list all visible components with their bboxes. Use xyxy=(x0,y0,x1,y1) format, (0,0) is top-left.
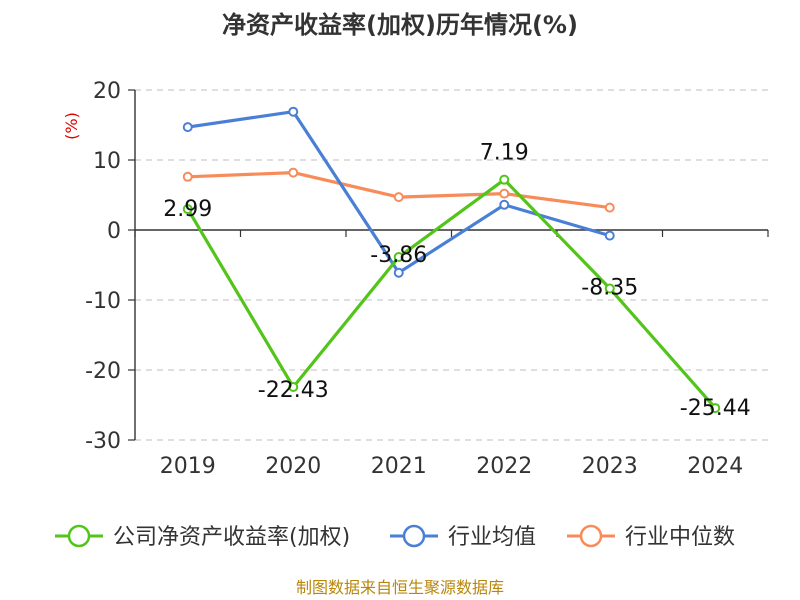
y-tick-label: 20 xyxy=(93,79,121,104)
data-labels: 2.99 -22.43 -3.86 7.19 -8.35 -25.44 xyxy=(163,141,750,421)
data-label: -3.86 xyxy=(370,243,427,268)
y-tick-labels: 20 10 0 -10 -20 -30 xyxy=(85,79,121,454)
x-tick-label: 2021 xyxy=(371,454,427,479)
data-point xyxy=(499,174,510,185)
gridlines xyxy=(135,89,768,441)
y-tick-label: -20 xyxy=(85,359,121,384)
data-point xyxy=(182,204,193,215)
data-label: -8.35 xyxy=(581,275,638,300)
y-tick-label: 0 xyxy=(107,219,121,244)
y-tick-label: -30 xyxy=(85,429,121,454)
x-tick-labels: 2019 2020 2021 2022 2023 2024 xyxy=(160,454,744,479)
legend-label: 行业均值 xyxy=(448,525,536,550)
legend: 公司净资产收益率(加权) 行业均值 行业中位数 xyxy=(55,524,735,550)
legend-marker xyxy=(67,524,91,548)
legend-item[interactable]: 行业中位数 xyxy=(567,524,735,550)
data-point xyxy=(393,267,404,278)
data-point xyxy=(393,192,404,203)
data-point xyxy=(288,382,299,393)
x-tick-label: 2019 xyxy=(160,454,216,479)
x-tick-label: 2024 xyxy=(687,454,743,479)
data-point xyxy=(288,106,299,117)
x-tick-label: 2020 xyxy=(265,454,321,479)
data-point xyxy=(393,252,404,263)
y-tick-label: 10 xyxy=(93,149,121,174)
series-line xyxy=(187,171,611,210)
axes xyxy=(128,89,769,441)
legend-item[interactable]: 行业均值 xyxy=(390,524,536,550)
data-point xyxy=(710,403,721,414)
series-layer xyxy=(182,106,721,414)
data-point xyxy=(499,188,510,199)
data-point xyxy=(182,122,193,133)
x-tick-label: 2023 xyxy=(582,454,638,479)
data-label: -25.44 xyxy=(680,396,751,421)
source-note: 制图数据来自恒生聚源数据库 xyxy=(296,578,504,597)
data-point xyxy=(288,167,299,178)
chart-title: 净资产收益率(加权)历年情况(%) xyxy=(222,11,578,39)
data-label: 2.99 xyxy=(163,197,212,222)
legend-label: 行业中位数 xyxy=(625,525,735,550)
data-point xyxy=(604,230,615,241)
legend-label: 公司净资产收益率(加权) xyxy=(113,525,350,550)
legend-marker xyxy=(402,524,426,548)
legend-item[interactable]: 公司净资产收益率(加权) xyxy=(55,524,350,550)
data-point xyxy=(604,283,615,294)
legend-marker xyxy=(579,524,603,548)
x-tick-label: 2022 xyxy=(476,454,532,479)
data-point xyxy=(499,199,510,210)
data-point xyxy=(604,202,615,213)
data-label: 7.19 xyxy=(480,141,529,166)
data-point xyxy=(182,171,193,182)
y-axis-unit: (%) xyxy=(62,112,81,140)
data-label: -22.43 xyxy=(258,378,329,403)
series-line xyxy=(186,178,717,410)
y-tick-label: -10 xyxy=(85,289,121,314)
